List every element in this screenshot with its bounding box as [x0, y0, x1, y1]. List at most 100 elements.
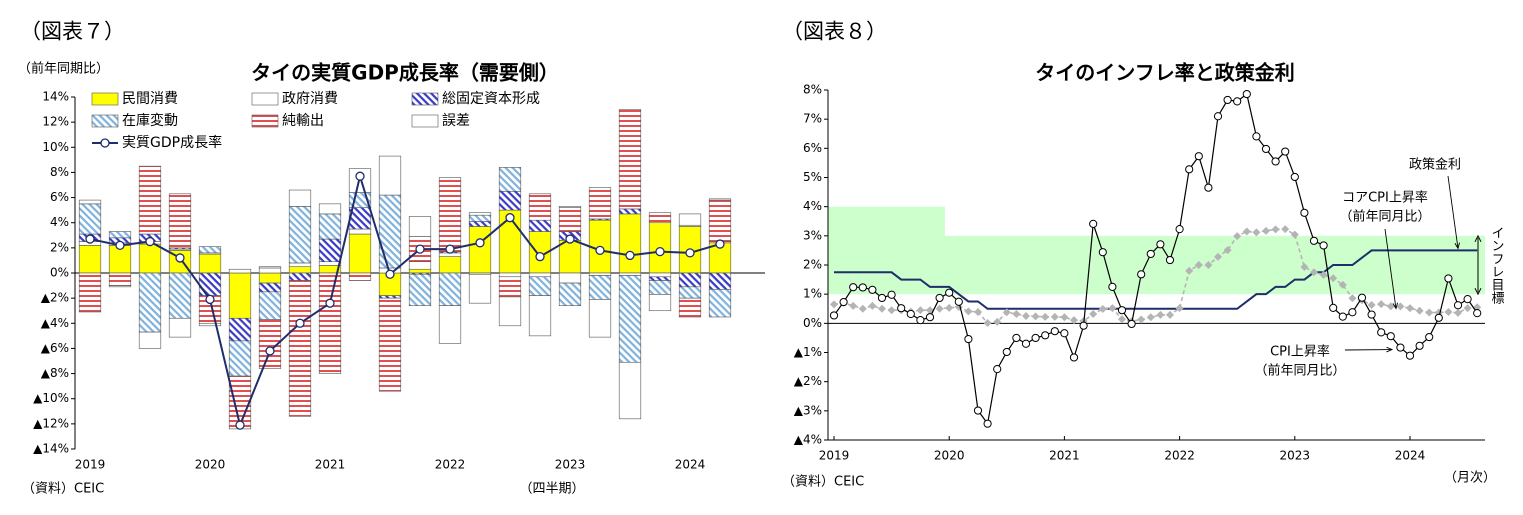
cpi-marker	[1031, 333, 1040, 343]
core-marker	[1002, 308, 1011, 317]
cpi-marker	[877, 293, 887, 303]
y-tick-label: 6%	[50, 190, 69, 204]
core-marker	[1194, 261, 1203, 269]
y-tick-label: 3%	[803, 228, 822, 242]
cpi-marker	[1309, 236, 1319, 245]
gdp-marker	[85, 234, 95, 244]
target-band	[1270, 235, 1281, 295]
target-band	[896, 206, 907, 295]
bar-segment	[78, 272, 102, 313]
core-marker	[1348, 294, 1357, 303]
bar-segment	[138, 243, 162, 274]
core-marker	[1050, 312, 1059, 321]
bar-segment	[678, 272, 702, 288]
target-band	[1395, 235, 1406, 295]
core-marker	[878, 304, 886, 313]
y-tick-label: ▲3%	[794, 403, 822, 417]
cpi-marker	[973, 406, 983, 415]
core-marker	[1319, 270, 1328, 279]
target-band	[867, 206, 878, 295]
cpi-marker	[983, 419, 992, 428]
cpi-marker	[1137, 270, 1146, 279]
bar-segment	[708, 198, 732, 201]
core-marker	[1166, 310, 1174, 319]
cpi-marker	[1329, 303, 1338, 312]
bar-segment	[258, 319, 282, 369]
core-marker	[1444, 307, 1453, 316]
core-marker	[1156, 310, 1165, 319]
core-marker	[1281, 225, 1290, 234]
x-tick-label: 2024	[1395, 449, 1426, 463]
y-tick-label: ▲4%	[41, 316, 69, 330]
cpi-marker	[1117, 306, 1127, 315]
core-marker	[849, 301, 858, 310]
core-marker	[1022, 312, 1030, 321]
target-band	[934, 206, 945, 295]
gdp-marker	[655, 246, 665, 257]
y-tick-label: 12%	[42, 115, 69, 129]
bar-segment	[288, 266, 312, 274]
core-marker	[887, 306, 896, 315]
core-marker	[1070, 316, 1078, 325]
target-band	[848, 206, 859, 295]
cpi-marker	[1242, 89, 1251, 99]
target-band	[992, 235, 1003, 295]
gdp-marker	[535, 252, 545, 262]
series-line	[833, 228, 1478, 324]
cpi-marker	[925, 313, 935, 322]
target-band	[1011, 235, 1022, 295]
core-marker	[935, 304, 944, 313]
target-band	[925, 206, 936, 295]
gdp-marker	[685, 248, 695, 258]
core-marker	[1242, 227, 1251, 236]
bar-segment	[648, 276, 672, 281]
gdp-marker	[295, 318, 305, 328]
core-marker	[974, 307, 982, 316]
gdp-marker	[265, 346, 275, 356]
core-marker	[993, 317, 1002, 326]
cpi-marker	[1127, 319, 1136, 329]
bar-segment	[468, 212, 492, 216]
bar-segment	[228, 340, 252, 377]
bar-segment	[168, 317, 192, 338]
cpi-marker	[1367, 310, 1376, 319]
bar-segment	[198, 272, 222, 296]
bar-segment	[708, 272, 732, 290]
core-marker	[1425, 308, 1434, 317]
bar-segment	[378, 194, 402, 269]
target-band	[1126, 235, 1137, 295]
bar-segment	[678, 297, 702, 318]
bar-segment	[348, 233, 372, 274]
cpi-marker	[1319, 241, 1328, 250]
annotation-arrow-head	[1386, 346, 1394, 353]
gdp-marker	[385, 269, 395, 279]
bar-segment	[678, 213, 702, 226]
cpi-marker	[1377, 328, 1386, 337]
target-band	[1453, 235, 1464, 295]
cpi-marker	[1002, 347, 1011, 357]
cpi-marker	[1261, 144, 1271, 154]
cpi-marker	[1021, 339, 1031, 348]
core-marker	[1463, 304, 1472, 313]
band-label: インフレ目標	[1489, 226, 1505, 304]
bar-segment	[618, 272, 642, 276]
cpi-marker	[935, 293, 944, 303]
target-band	[973, 235, 984, 295]
cpi-marker	[1156, 240, 1165, 249]
cpi-marker	[1185, 165, 1194, 174]
bar-segment	[708, 199, 732, 242]
x-tick-label: 2022	[1164, 449, 1195, 463]
bar-segment	[258, 266, 282, 269]
bar-segment	[288, 272, 312, 281]
x-tick-label: 2021	[315, 458, 346, 472]
target-band	[1030, 235, 1041, 295]
cpi-marker	[1175, 225, 1184, 234]
y-tick-label: ▲12%	[33, 416, 69, 430]
bar-segment	[498, 190, 522, 211]
source-note: （資料）CEIC	[22, 482, 104, 497]
bar-segment	[228, 317, 252, 342]
y-tick-label: 0%	[50, 266, 69, 280]
y-tick-label: 2%	[50, 240, 69, 254]
source-note: （資料）CEIC	[782, 475, 864, 490]
annotation-arrow	[1384, 228, 1397, 309]
